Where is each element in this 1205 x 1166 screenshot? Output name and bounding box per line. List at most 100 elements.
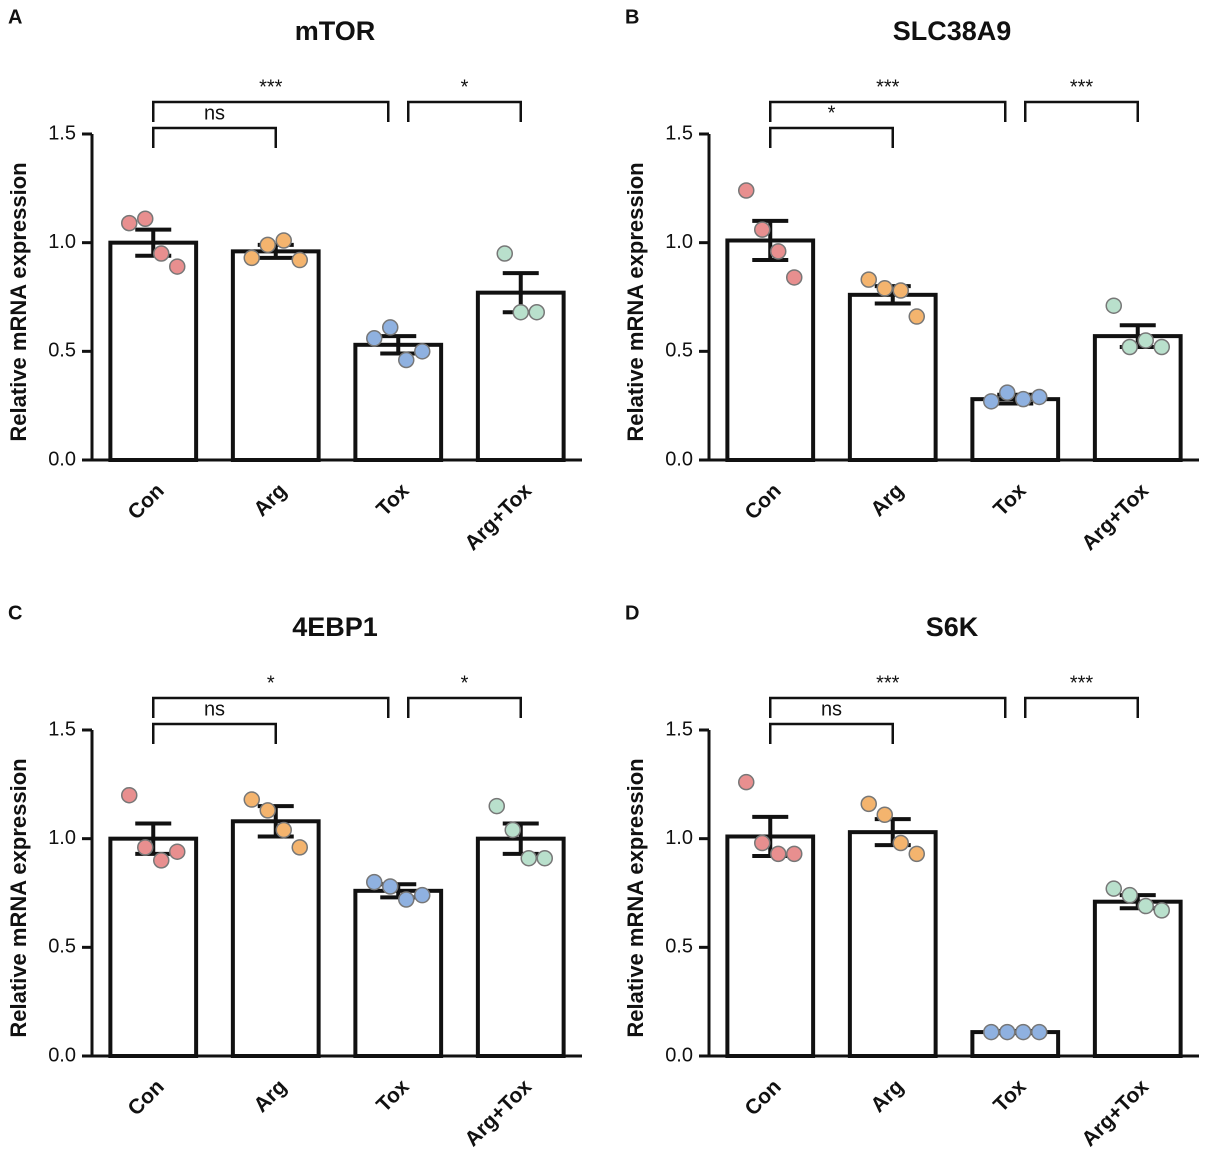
data-point bbox=[1153, 338, 1170, 356]
data-point bbox=[738, 773, 755, 791]
x-tick-label: Con bbox=[741, 1075, 786, 1120]
x-tick-label: Con bbox=[124, 1075, 169, 1120]
y-tick-label: 0.5 bbox=[48, 936, 76, 958]
significance-bracket bbox=[769, 100, 1007, 122]
x-tick-label: Arg+Tox bbox=[460, 1075, 536, 1151]
data-point bbox=[528, 303, 545, 321]
significance-label: ns bbox=[821, 698, 842, 720]
data-point bbox=[983, 1023, 1000, 1041]
data-point bbox=[1137, 897, 1154, 915]
data-point bbox=[860, 795, 877, 813]
chart-title: SLC38A9 bbox=[893, 16, 1012, 46]
data-point bbox=[1031, 388, 1048, 406]
significance-label: ns bbox=[204, 102, 225, 124]
data-point bbox=[1105, 880, 1122, 897]
data-point bbox=[121, 786, 138, 804]
bar bbox=[1092, 334, 1183, 462]
x-tick-label: Tox bbox=[989, 1075, 1031, 1117]
data-point bbox=[770, 243, 787, 260]
data-point bbox=[496, 245, 513, 262]
significance-label: *** bbox=[876, 76, 900, 98]
significance-label: * bbox=[267, 672, 275, 694]
significance-bracket bbox=[769, 722, 894, 744]
data-point bbox=[754, 221, 771, 238]
data-point bbox=[275, 821, 292, 839]
data-point bbox=[153, 245, 170, 262]
significance-bracket bbox=[769, 696, 1007, 718]
data-point bbox=[1153, 902, 1170, 919]
panel-label: C bbox=[8, 602, 22, 624]
significance-label: * bbox=[461, 672, 469, 694]
y-axis-label: Relative mRNA expression bbox=[623, 162, 648, 441]
x-tick-label: Con bbox=[124, 479, 169, 524]
significance-label: ns bbox=[204, 698, 225, 720]
data-point bbox=[512, 303, 529, 321]
data-point bbox=[275, 232, 292, 249]
data-point bbox=[786, 269, 803, 286]
data-point bbox=[892, 834, 909, 852]
data-point bbox=[908, 845, 925, 863]
data-point bbox=[1015, 390, 1032, 408]
data-point bbox=[382, 319, 399, 336]
data-point bbox=[999, 384, 1016, 401]
significance-bracket bbox=[1024, 100, 1139, 122]
significance-label: * bbox=[828, 102, 836, 124]
bar bbox=[353, 342, 444, 462]
data-point bbox=[1137, 332, 1154, 349]
y-tick-label: 1.0 bbox=[665, 231, 693, 253]
axes bbox=[90, 134, 582, 462]
panel: B SLC38A9 Relative mRNA expression 0.0 0.5 1.… bbox=[623, 6, 1199, 555]
data-point bbox=[738, 182, 755, 199]
x-tick-label: Tox bbox=[372, 1075, 414, 1117]
axes bbox=[707, 134, 1199, 462]
significance-label: * bbox=[461, 76, 469, 98]
data-point bbox=[1121, 886, 1138, 904]
data-point bbox=[983, 393, 1000, 410]
data-point bbox=[169, 258, 186, 275]
data-point bbox=[243, 791, 260, 808]
data-point bbox=[243, 249, 260, 267]
data-point bbox=[1105, 297, 1122, 314]
panel-label: A bbox=[8, 6, 22, 28]
data-point bbox=[414, 343, 431, 360]
data-point bbox=[786, 845, 803, 863]
panel: C 4EBP1 Relative mRNA expression 0.0 0.5 1.0 1… bbox=[6, 602, 582, 1151]
data-point bbox=[366, 330, 383, 347]
data-point bbox=[259, 236, 276, 254]
data-point bbox=[291, 839, 308, 856]
data-point bbox=[908, 308, 925, 325]
data-point bbox=[1031, 1023, 1048, 1041]
x-tick-label: Arg bbox=[866, 479, 908, 521]
data-point bbox=[520, 849, 537, 867]
y-tick-label: 1.5 bbox=[665, 718, 693, 740]
bar bbox=[353, 888, 444, 1058]
bar bbox=[475, 290, 566, 462]
data-point bbox=[876, 280, 893, 297]
significance-label: *** bbox=[259, 76, 283, 98]
bar bbox=[230, 819, 321, 1058]
data-point bbox=[382, 878, 399, 895]
chart-title: S6K bbox=[926, 612, 979, 642]
significance-bracket bbox=[152, 696, 390, 718]
y-tick-label: 1.5 bbox=[665, 122, 693, 144]
significance-label: *** bbox=[1070, 672, 1094, 694]
y-tick-label: 1.0 bbox=[48, 827, 76, 849]
bar bbox=[847, 830, 938, 1058]
data-point bbox=[366, 873, 383, 891]
x-tick-label: Arg+Tox bbox=[1077, 1075, 1153, 1151]
bar bbox=[108, 240, 199, 462]
y-tick-label: 0.0 bbox=[48, 1044, 76, 1066]
significance-bracket bbox=[769, 126, 894, 148]
data-point bbox=[754, 834, 771, 852]
data-point bbox=[1015, 1023, 1032, 1041]
data-point bbox=[1121, 338, 1138, 356]
data-point bbox=[999, 1023, 1016, 1041]
data-point bbox=[398, 351, 415, 369]
bar bbox=[108, 836, 199, 1058]
significance-label: *** bbox=[1070, 76, 1094, 98]
x-tick-label: Con bbox=[741, 479, 786, 524]
axes bbox=[90, 730, 582, 1058]
significance-bracket bbox=[152, 100, 390, 122]
